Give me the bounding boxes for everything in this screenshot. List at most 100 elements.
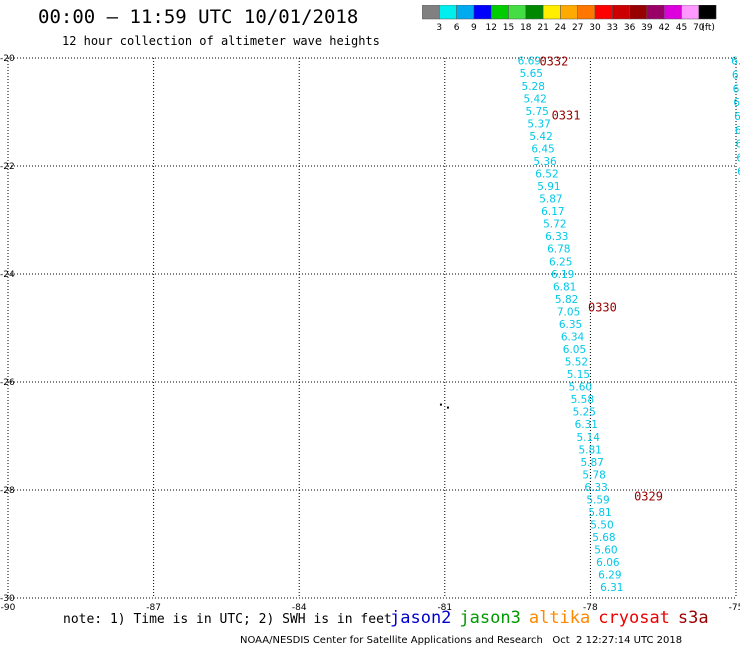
wave-height-label: 5.75 <box>525 106 548 118</box>
wave-height-label: 6.67 <box>736 139 740 151</box>
wave-height-label: 5.60 <box>569 382 592 394</box>
colorbar-label: 15 <box>503 23 514 33</box>
colorbar-unit: (ft) <box>701 23 715 33</box>
wave-height-label: 5.78 <box>582 469 605 481</box>
legend-cryosat: cryosat <box>598 608 670 628</box>
wave-height-label: 6.17 <box>541 206 564 218</box>
colorbar-label: 18 <box>520 23 532 33</box>
wave-height-label: 5.42 <box>529 131 552 143</box>
latitude-tick-label: -20 <box>0 54 15 64</box>
colorbar-label: 30 <box>589 23 601 33</box>
colorbar-swatch <box>698 5 717 20</box>
wave-height-label: 6.69 <box>518 56 541 68</box>
note-text: note: 1) Time is in UTC; 2) SWH is in fe… <box>63 612 392 627</box>
colorbar-label: 9 <box>471 23 477 33</box>
longitude-tick-label: -75 <box>729 603 740 610</box>
coast-speck <box>446 406 449 409</box>
wave-height-label: 6.50 <box>734 111 740 123</box>
longitude-tick-label: -81 <box>437 603 452 610</box>
wave-height-label: 6.35 <box>559 319 582 331</box>
wave-height-label: 5.25 <box>573 407 596 419</box>
wave-height-label: 5.59 <box>586 494 609 506</box>
coast-speck <box>439 403 442 406</box>
colorbar-label: 42 <box>658 23 669 33</box>
wave-height-label: 5.50 <box>590 520 613 532</box>
page-subtitle: 12 hour collection of altimeter wave hei… <box>62 34 380 48</box>
wave-height-label: 5.68 <box>592 532 615 544</box>
legend-altika: altika <box>528 608 591 628</box>
wave-height-label: 5.36 <box>533 156 557 168</box>
wave-height-label: 6.45 <box>531 143 554 155</box>
wave-height-label: 7.05 <box>557 306 580 318</box>
wave-height-label: 5.15 <box>567 369 590 381</box>
latitude-tick-label: -30 <box>0 594 15 604</box>
wave-height-label: 6.33 <box>584 482 607 494</box>
wave-height-label: 5.52 <box>565 357 588 369</box>
wave-height-label: 6.33 <box>545 231 568 243</box>
wave-height-label: 6.19 <box>551 269 574 281</box>
colorbar-label: 33 <box>607 23 618 33</box>
wave-height-label: 5.91 <box>537 181 560 193</box>
colorbar-label: 21 <box>537 23 548 33</box>
wave-height-label: 5.37 <box>527 118 550 130</box>
pass-time-label: 0331 <box>552 109 581 123</box>
colorbar-label: 24 <box>555 23 567 33</box>
wave-height-label: 6.41 <box>732 70 740 82</box>
wave-height-label: 5.60 <box>594 545 617 557</box>
wave-height-label: 6.40 <box>736 152 740 164</box>
wave-height-label: 6.81 <box>553 281 576 293</box>
pass-time-label: 0329 <box>634 489 663 503</box>
map-grid <box>7 57 737 599</box>
satellite-tracks: 6.695.655.285.425.755.375.426.455.366.52… <box>518 56 740 595</box>
legend-jason3: jason3 <box>459 608 521 628</box>
legend-s3a: s3a <box>677 608 709 628</box>
wave-height-label: 6.31 <box>575 419 598 431</box>
colorbar-label: 12 <box>485 23 496 33</box>
colorbar-label: 3 <box>436 23 442 33</box>
wave-height-label: 5.87 <box>580 457 603 469</box>
wave-height-label: 5.81 <box>588 507 611 519</box>
colorbar-label: 39 <box>641 23 653 33</box>
wave-height-label: 5.28 <box>522 81 545 93</box>
colorbar-label: 27 <box>572 23 583 33</box>
latitude-tick-label: -22 <box>0 162 15 172</box>
wave-height-label: 6.05 <box>563 344 586 356</box>
wave-height-label: 5.87 <box>539 194 562 206</box>
satellite-legend: jason2 jason3 altika cryosat s3a <box>390 608 717 628</box>
axis-labels: -90 -87 -84 -81 -78 -75 -20 -22 -24 -26 -28 -30 <box>0 54 740 610</box>
longitude-tick-label: -87 <box>146 603 161 610</box>
wave-height-label: 6.25 <box>549 256 572 268</box>
longitude-tick-label: -78 <box>583 603 598 610</box>
wave-height-label: 7.33 <box>738 180 740 192</box>
wave-height-label: 6.29 <box>598 570 621 582</box>
time-labels: 0332 0331 0330 0329 <box>439 55 663 503</box>
pass-time-label: 0332 <box>539 55 568 69</box>
pass-time-label: 0330 <box>588 300 617 314</box>
legend-jason2: jason2 <box>390 608 452 628</box>
longitude-tick-label: -90 <box>1 603 16 610</box>
latitude-tick-label: -24 <box>0 270 15 280</box>
wave-height-label: 6.26 <box>733 83 740 95</box>
footer-credit: NOAA/NESDIS Center for Satellite Applica… <box>240 635 683 646</box>
wave-height-label: 6.34 <box>733 97 740 109</box>
wave-height-colorbar: 3 6 9 12 15 18 21 24 27 30 33 36 39 42 45 70(ft) <box>422 5 717 33</box>
latitude-tick-label: -28 <box>0 486 15 496</box>
wave-height-label: 5.81 <box>578 444 601 456</box>
longitude-tick-label: -84 <box>292 603 307 610</box>
wave-height-label: 6.06 <box>596 557 620 569</box>
wave-height-label: 6.52 <box>535 169 558 181</box>
latitude-tick-label: -26 <box>0 378 15 388</box>
wave-height-label: 5.14 <box>577 432 601 444</box>
wave-height-label: 6.78 <box>547 244 570 256</box>
wave-height-label: 6.31 <box>600 582 623 594</box>
wave-height-label: 6.34 <box>561 331 585 343</box>
wave-height-map: -90 -87 -84 -81 -78 -75 -20 -22 -24 -26 -28 -30 6.6… <box>0 54 740 610</box>
colorbar-label: 36 <box>624 23 636 33</box>
wave-height-label: 6.22 <box>737 166 740 178</box>
page-title: 00:00 – 11:59 UTC 10/01/2018 <box>38 6 359 28</box>
colorbar-label: 70 <box>693 23 705 33</box>
wave-height-label: 5.65 <box>520 68 543 80</box>
wave-height-label: 5.42 <box>523 93 546 105</box>
colorbar-label: 6 <box>454 23 460 33</box>
wave-height-label: 5.72 <box>543 219 566 231</box>
